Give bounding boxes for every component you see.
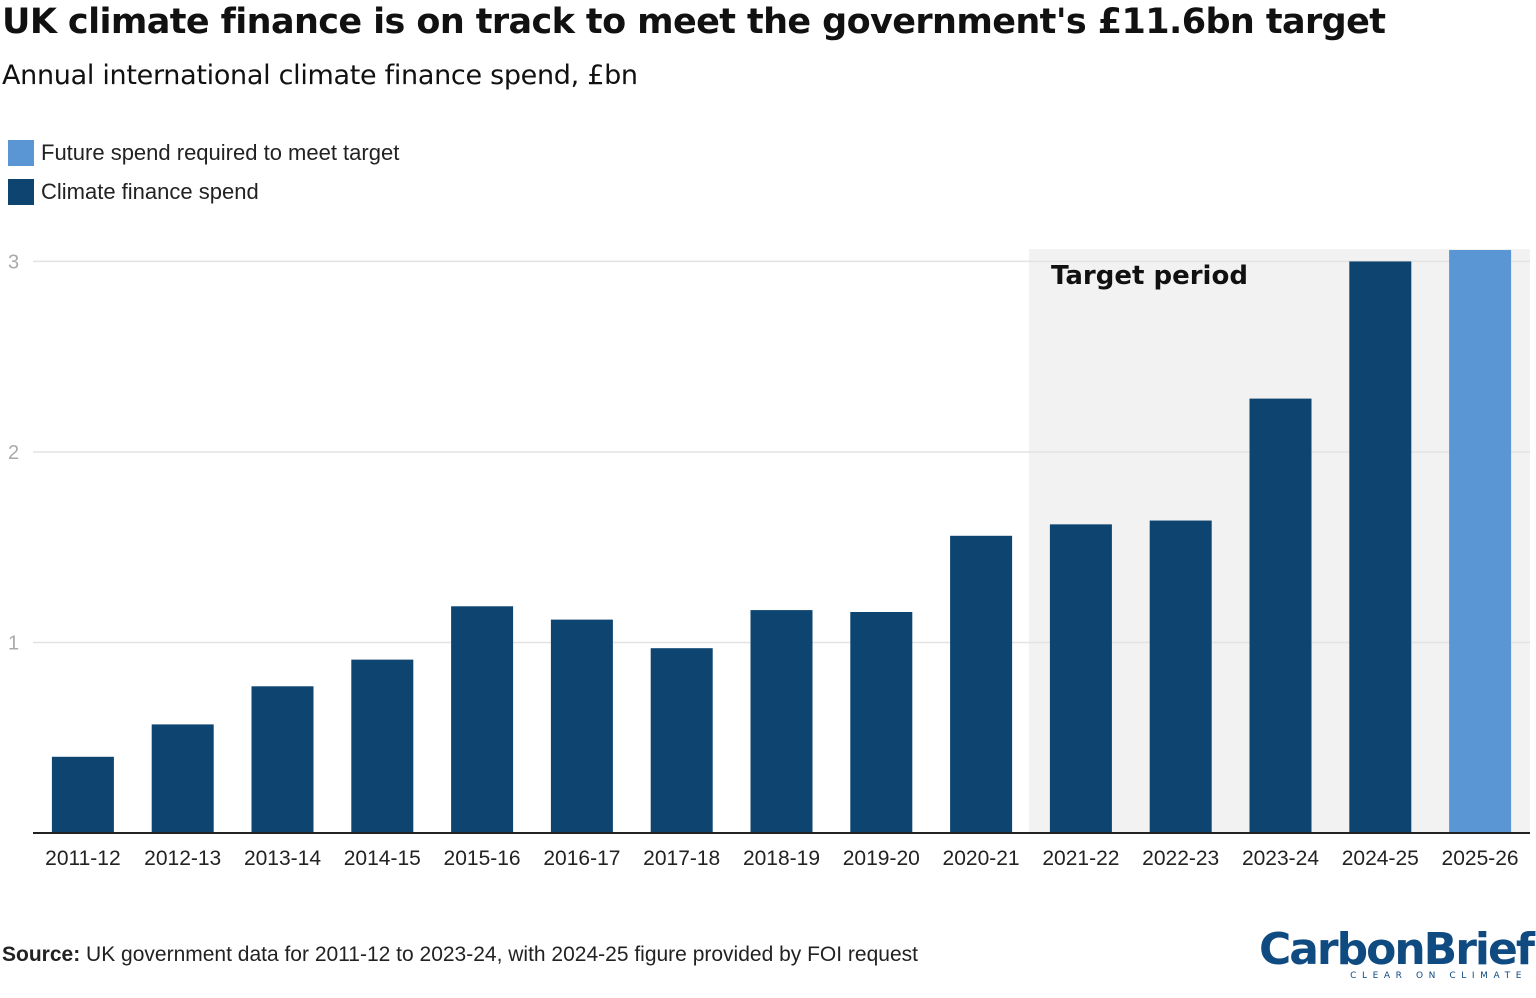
x-tick-label-2021-22: 2021-22 <box>1042 847 1119 870</box>
bar-2020-21 <box>950 535 1013 833</box>
x-tick-label-2019-20: 2019-20 <box>843 847 920 870</box>
x-tick-label-2024-25: 2024-25 <box>1342 847 1419 870</box>
x-tick-label-2015-16: 2015-16 <box>444 847 521 870</box>
bar-2023-24 <box>1249 398 1312 833</box>
axis-labels: 1 2 3 2011-12 2012-13 2013-14 2014-15 2015-16 20… <box>8 251 1530 870</box>
x-tick-label-2016-17: 2016-17 <box>543 847 620 870</box>
bar-2021-22 <box>1049 524 1112 833</box>
legend: Future spend required to meet target Cli… <box>8 138 399 216</box>
legend-label-actual: Climate finance spend <box>41 179 259 204</box>
y-tick-label-3: 3 <box>8 251 19 273</box>
y-tick-label-1: 1 <box>8 632 19 654</box>
bar-2011-12 <box>51 756 114 833</box>
source-text: UK government data for 2011-12 to 2023-2… <box>86 943 918 966</box>
bar-2016-17 <box>550 619 613 833</box>
bar-2018-19 <box>750 610 813 833</box>
x-tick-label-2025-26: 2025-26 <box>1442 847 1519 870</box>
bar-2012-13 <box>151 724 214 833</box>
source-note: Source: UK government data for 2011-12 t… <box>2 943 918 967</box>
bar-2017-18 <box>650 648 713 833</box>
legend-swatch-actual <box>8 179 34 205</box>
carbonbrief-logo: CarbonBrief CLEAR ON CLIMATE <box>1258 924 1535 982</box>
bar-2024-25 <box>1349 261 1412 833</box>
y-tick-label-2: 2 <box>8 442 19 464</box>
legend-item-actual: Climate finance spend <box>8 177 399 207</box>
bar-2022-23 <box>1149 520 1212 833</box>
bar-chart: Target period 1 2 3 2011-12 2012-13 2013-14 20… <box>8 249 1530 870</box>
x-tick-label-2013-14: 2013-14 <box>244 847 321 870</box>
x-tick-label-2011-12: 2011-12 <box>45 847 121 870</box>
source-label: Source: <box>2 943 81 966</box>
bar-2015-16 <box>451 606 514 833</box>
legend-item-future: Future spend required to meet target <box>8 138 399 168</box>
x-tick-label-2012-13: 2012-13 <box>144 847 221 870</box>
logo-tagline: CLEAR ON CLIMATE <box>1350 971 1527 981</box>
x-tick-label-2014-15: 2014-15 <box>344 847 421 870</box>
target-period-label: Target period <box>1051 261 1248 291</box>
bar-2014-15 <box>351 659 414 833</box>
x-tick-label-2023-24: 2023-24 <box>1242 847 1319 870</box>
x-tick-label-2018-19: 2018-19 <box>743 847 820 870</box>
bar-2013-14 <box>251 686 314 833</box>
bar-2019-20 <box>850 611 913 833</box>
chart-subtitle: Annual international climate finance spe… <box>2 60 638 91</box>
legend-swatch-future <box>8 140 34 166</box>
x-tick-label-2022-23: 2022-23 <box>1142 847 1219 870</box>
logo-wordmark: CarbonBrief <box>1258 924 1535 975</box>
bars <box>51 250 1512 833</box>
bar-2025-26 <box>1449 250 1512 833</box>
x-tick-label-2017-18: 2017-18 <box>643 847 720 870</box>
chart-title: UK climate finance is on track to meet t… <box>2 2 1386 42</box>
legend-label-future: Future spend required to meet target <box>41 140 400 165</box>
x-tick-label-2020-21: 2020-21 <box>943 847 1020 870</box>
